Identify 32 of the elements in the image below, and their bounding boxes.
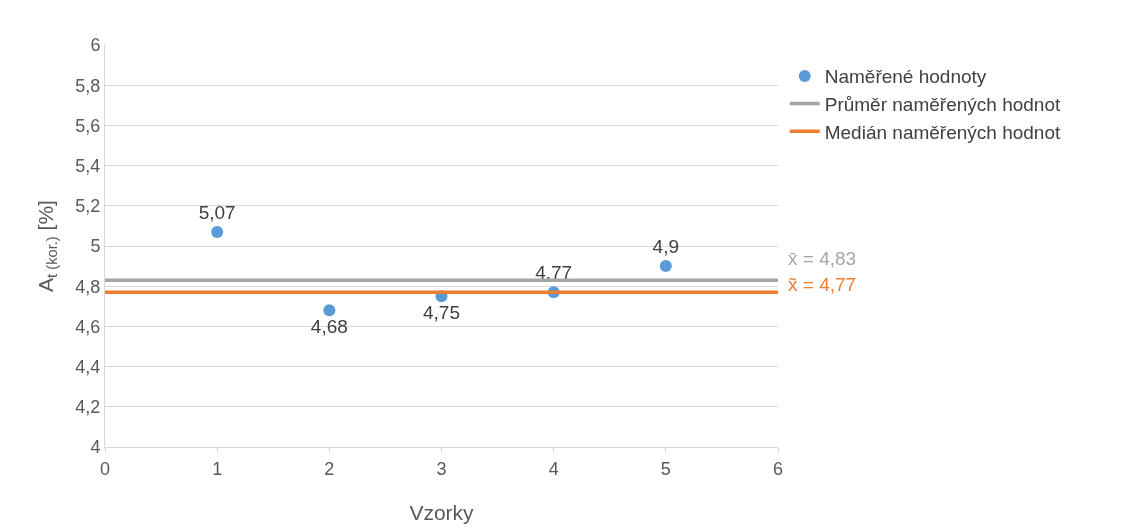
y-tick-label: 5,4 (75, 155, 101, 176)
x-tick-label: 5 (660, 458, 671, 479)
legend-label: Naměřené hodnoty (824, 66, 987, 88)
legend-label: Průměr naměřených hodnot (824, 94, 1061, 116)
data-label: 4,9 (652, 235, 680, 257)
y-tick-label: 4,2 (75, 397, 101, 418)
y-tick-label: 5,8 (75, 75, 101, 96)
point (659, 260, 672, 273)
point (211, 225, 224, 238)
x-tick-label: 1 (212, 458, 223, 479)
x-tick-label: 4 (548, 458, 559, 479)
x-tick-label: 6 (772, 458, 784, 479)
y-tick-label: 5 (90, 236, 101, 257)
y-tick-label: 5,2 (75, 196, 101, 217)
data-label: 4,77 (535, 261, 573, 283)
x-axis-title: Vzorky (409, 501, 475, 524)
y-tick-label: 4,6 (75, 316, 101, 337)
point (323, 304, 336, 317)
y-tick-label: 4 (90, 437, 101, 458)
text: x̃ = 4,77 (788, 274, 857, 295)
y-tick-label: 5,6 (75, 115, 101, 136)
x-tick-label: 3 (436, 458, 447, 479)
text: x̄ = 4,83 (788, 248, 857, 269)
y-tick-label: 6 (90, 35, 101, 56)
y-tick-label: 4,4 (75, 356, 101, 377)
data-label: 4,75 (423, 302, 460, 323)
x-tick-label: 0 (99, 458, 111, 479)
y-tick-label: 4,8 (75, 276, 101, 297)
x-tick-label: 2 (324, 458, 335, 479)
legend-label: Medián naměřených hodnot (824, 121, 1061, 143)
data-label: 4,68 (310, 316, 348, 338)
data-label: 5,07 (198, 201, 236, 223)
